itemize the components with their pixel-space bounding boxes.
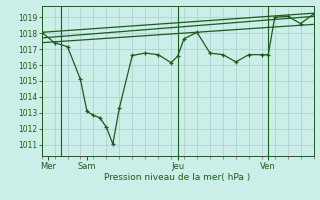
X-axis label: Pression niveau de la mer( hPa ): Pression niveau de la mer( hPa ) <box>104 173 251 182</box>
